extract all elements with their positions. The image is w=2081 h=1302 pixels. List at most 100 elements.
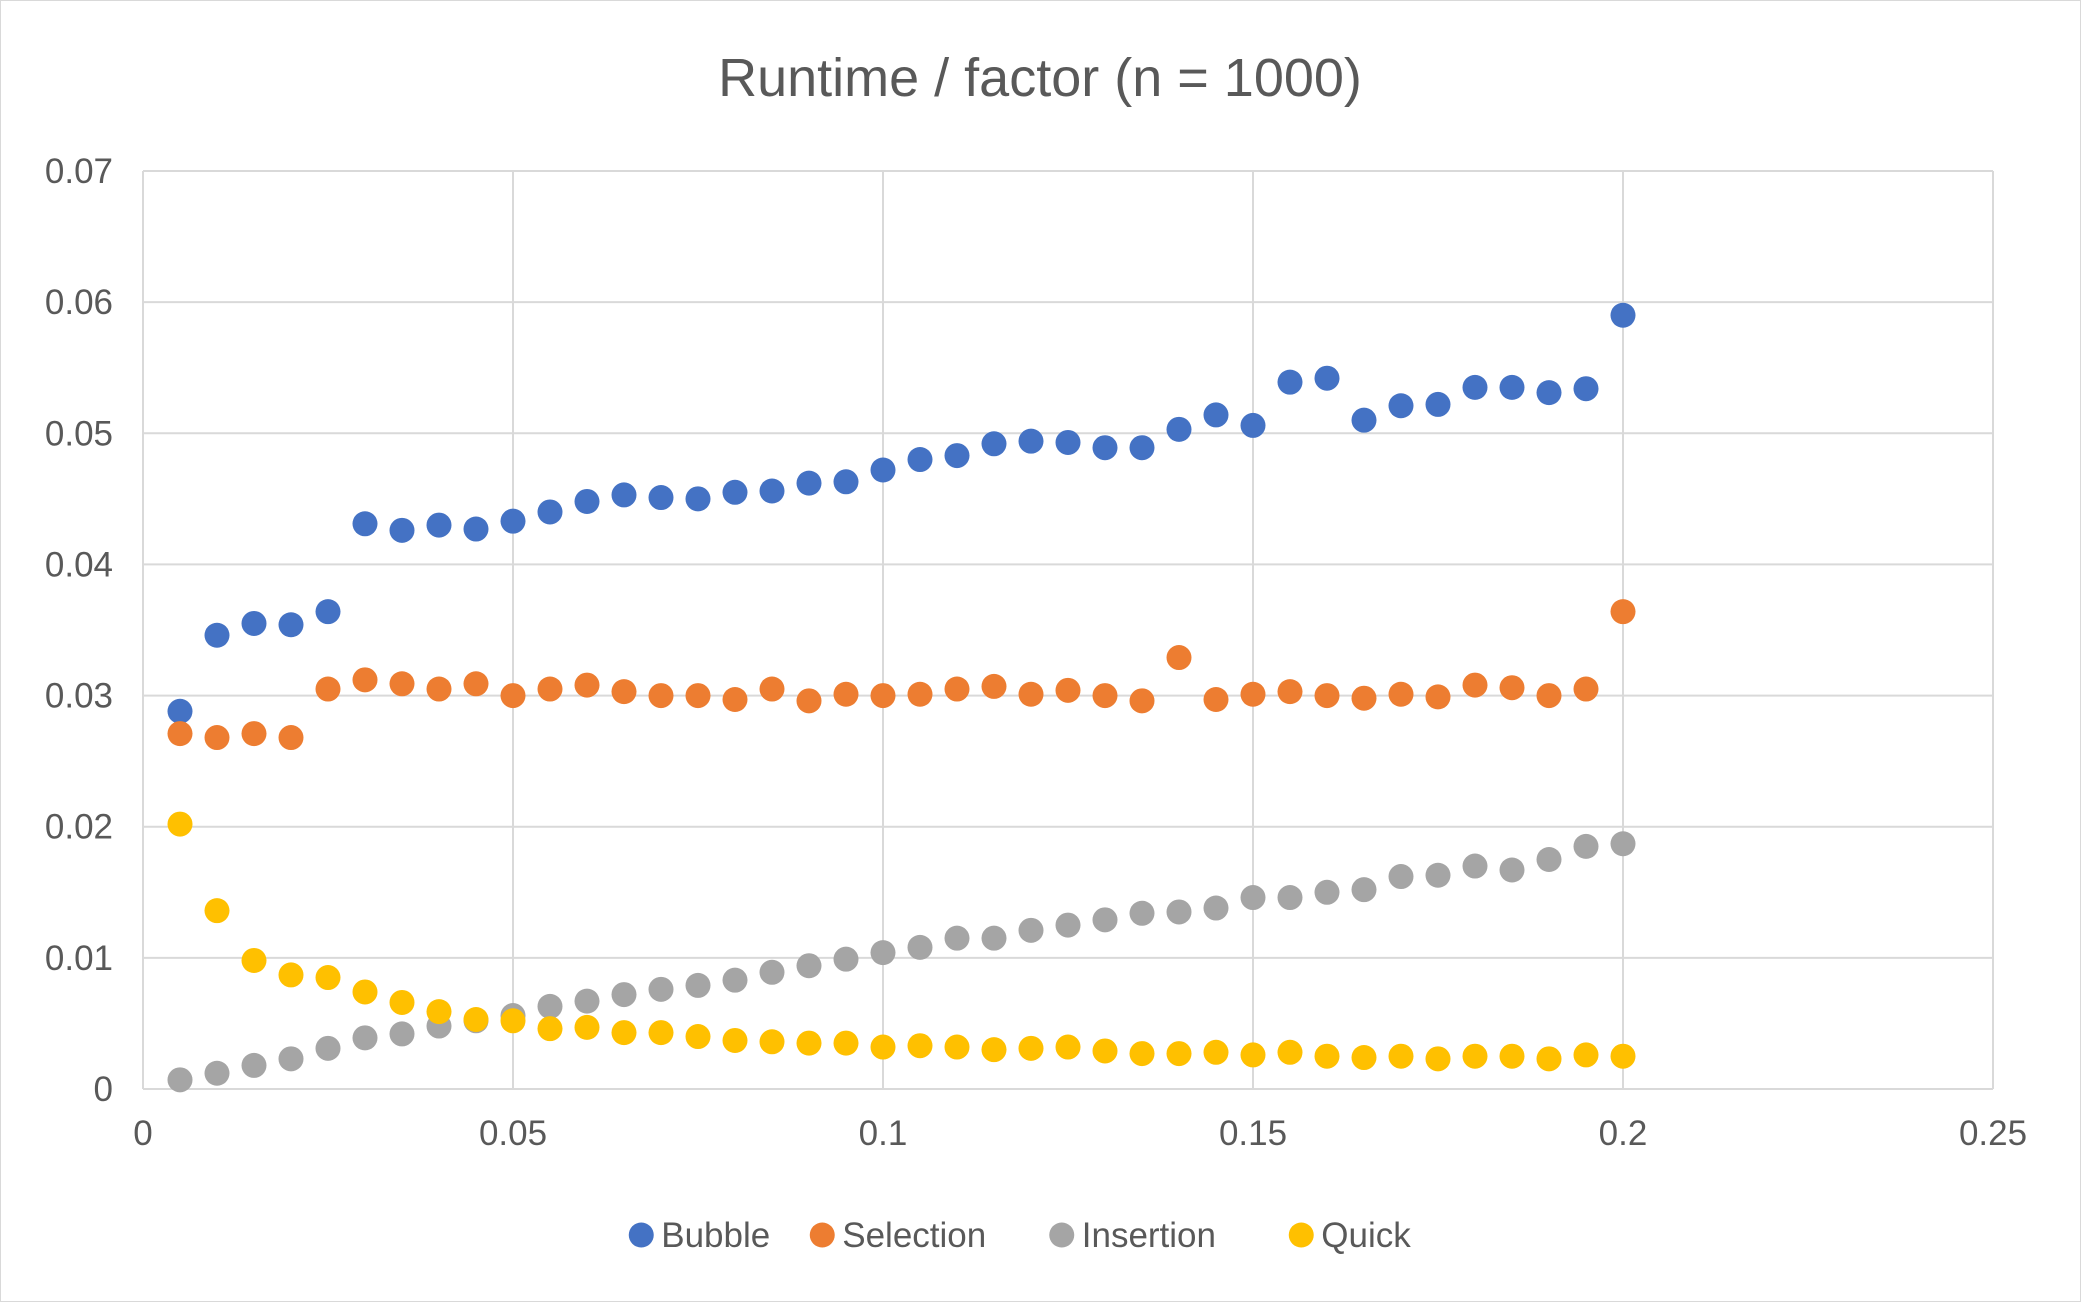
series-bubble <box>167 302 1636 724</box>
legend-label: Bubble <box>661 1216 770 1255</box>
data-point-insertion <box>1351 877 1377 903</box>
data-point-bubble <box>1573 376 1599 402</box>
data-point-selection <box>796 688 822 714</box>
data-point-bubble <box>1314 365 1340 391</box>
data-point-insertion <box>1388 864 1414 890</box>
data-point-bubble <box>352 511 378 537</box>
data-point-quick <box>352 979 378 1005</box>
data-point-quick <box>907 1033 933 1059</box>
data-point-bubble <box>426 512 452 538</box>
data-point-quick <box>1240 1042 1266 1068</box>
data-point-selection <box>1203 687 1229 713</box>
legend-label: Selection <box>842 1216 986 1255</box>
data-point-selection <box>1499 675 1525 701</box>
data-point-quick <box>685 1024 711 1050</box>
data-point-selection <box>685 683 711 709</box>
data-point-insertion <box>1203 895 1229 921</box>
data-point-bubble <box>685 486 711 512</box>
x-tick-label: 0.15 <box>1219 1114 1287 1153</box>
y-tick-label: 0.06 <box>45 283 113 322</box>
data-point-selection <box>833 681 859 707</box>
data-point-bubble <box>1129 435 1155 461</box>
data-point-quick <box>981 1037 1007 1063</box>
data-point-insertion <box>870 940 896 966</box>
data-point-insertion <box>1240 885 1266 911</box>
x-tick-label: 0.2 <box>1599 1114 1648 1153</box>
data-point-bubble <box>1610 302 1636 328</box>
data-point-insertion <box>796 953 822 979</box>
data-point-insertion <box>352 1025 378 1051</box>
data-point-quick <box>944 1034 970 1060</box>
data-point-bubble <box>1240 412 1266 438</box>
legend-marker <box>809 1222 835 1248</box>
data-point-quick <box>870 1034 896 1060</box>
data-point-selection <box>981 673 1007 699</box>
legend-marker <box>1288 1222 1314 1248</box>
data-point-quick <box>796 1030 822 1056</box>
data-point-quick <box>759 1029 785 1055</box>
data-point-insertion <box>1018 917 1044 943</box>
data-point-insertion <box>1314 879 1340 905</box>
data-point-bubble <box>315 599 341 625</box>
data-point-bubble <box>1055 429 1081 455</box>
data-point-selection <box>241 721 267 747</box>
data-point-insertion <box>1610 831 1636 857</box>
data-point-selection <box>1129 688 1155 714</box>
data-point-selection <box>1092 683 1118 709</box>
data-point-selection <box>463 671 489 697</box>
data-point-selection <box>1425 684 1451 710</box>
data-point-bubble <box>722 479 748 505</box>
legend-marker <box>628 1222 654 1248</box>
series-insertion <box>167 831 1636 1093</box>
grid <box>142 170 1994 1090</box>
data-point-quick <box>1129 1041 1155 1067</box>
y-tick-label: 0.01 <box>45 939 113 978</box>
data-point-insertion <box>1129 900 1155 926</box>
data-point-selection <box>759 676 785 702</box>
data-point-bubble <box>574 488 600 514</box>
data-point-quick <box>1573 1042 1599 1068</box>
data-point-selection <box>574 672 600 698</box>
y-tick-label: 0.02 <box>45 808 113 847</box>
data-point-selection <box>278 725 304 751</box>
data-point-quick <box>574 1014 600 1040</box>
data-point-bubble <box>1351 407 1377 433</box>
data-point-bubble <box>500 508 526 534</box>
data-point-selection <box>1240 681 1266 707</box>
data-point-quick <box>1203 1039 1229 1065</box>
data-point-selection <box>1277 679 1303 705</box>
data-point-selection <box>1536 683 1562 709</box>
data-point-quick <box>1388 1043 1414 1069</box>
chart-title: Runtime / factor (n = 1000) <box>718 48 1362 108</box>
data-point-selection <box>352 667 378 693</box>
y-tick-label: 0.05 <box>45 414 113 453</box>
data-point-selection <box>1018 681 1044 707</box>
data-point-insertion <box>611 982 637 1008</box>
data-point-bubble <box>1092 435 1118 461</box>
data-point-bubble <box>833 469 859 495</box>
data-point-selection <box>648 683 674 709</box>
data-point-insertion <box>574 988 600 1014</box>
data-point-insertion <box>167 1067 193 1093</box>
data-point-selection <box>722 687 748 713</box>
data-point-quick <box>463 1006 489 1032</box>
data-point-selection <box>389 671 415 697</box>
y-tick-label: 0.03 <box>45 677 113 716</box>
data-point-insertion <box>944 925 970 951</box>
data-point-selection <box>1166 645 1192 671</box>
legend-item-insertion: Insertion <box>1049 1216 1216 1255</box>
data-point-bubble <box>981 431 1007 457</box>
legend-marker <box>1049 1222 1075 1248</box>
series-quick <box>167 811 1636 1072</box>
data-point-quick <box>833 1030 859 1056</box>
data-point-selection <box>870 683 896 709</box>
data-point-insertion <box>648 976 674 1002</box>
data-point-selection <box>167 721 193 747</box>
data-point-insertion <box>1277 885 1303 911</box>
series-selection <box>167 599 1636 751</box>
y-tick-label: 0 <box>94 1070 113 1109</box>
data-point-selection <box>907 681 933 707</box>
data-point-bubble <box>907 447 933 473</box>
